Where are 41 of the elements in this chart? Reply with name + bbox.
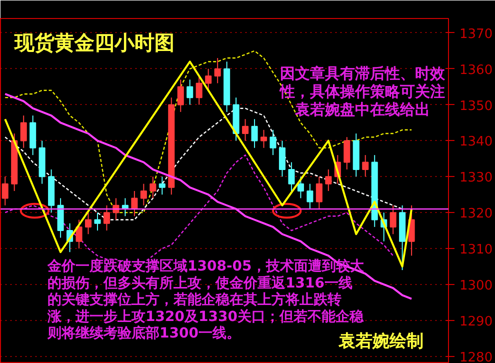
candlestick <box>288 162 295 192</box>
candlestick <box>344 136 350 170</box>
y-tick-label: 1320 <box>460 206 493 222</box>
candlestick <box>76 219 82 249</box>
candlestick <box>242 118 249 142</box>
candlestick <box>140 183 147 206</box>
y-tick-label: 1280 <box>460 350 493 363</box>
candlestick <box>306 183 314 210</box>
candlestick <box>103 204 110 232</box>
candlestick <box>214 58 221 84</box>
candlestick <box>278 140 286 178</box>
candlestick <box>84 212 92 235</box>
candlestick <box>260 129 268 148</box>
y-tick-label: 1340 <box>460 134 493 150</box>
candlestick <box>270 129 276 156</box>
candlestick <box>362 154 369 178</box>
annotation: 袁若婉绘制 <box>338 332 424 352</box>
candlestick <box>2 176 8 206</box>
candlestick <box>20 115 27 148</box>
y-tick-label: 1300 <box>460 278 493 294</box>
text: 现货黄金四小时图 <box>14 30 174 54</box>
candlestick <box>390 204 396 235</box>
y-tick-label: 1310 <box>460 242 493 258</box>
candlestick <box>131 190 138 217</box>
y-tick-label: 1290 <box>460 314 493 330</box>
y-tick-label: 1370 <box>460 26 493 42</box>
annotation: 因文章具有滞后性、时效性，具体操作策略可关注袁若婉盘中在线给出 <box>279 64 446 118</box>
candlestick <box>251 118 258 148</box>
candlestick <box>297 176 304 199</box>
y-tick-label: 1350 <box>460 98 493 114</box>
candlestick <box>94 212 101 232</box>
y-tick-label: 1330 <box>460 170 493 186</box>
candlestick <box>177 79 184 112</box>
candlestick <box>150 176 156 199</box>
candlestick <box>186 79 194 106</box>
y-tick-label: 1360 <box>460 62 493 78</box>
candlestick <box>316 176 322 210</box>
candlestick <box>158 176 166 196</box>
candlestick <box>196 76 202 106</box>
candlestick <box>205 68 212 91</box>
candlestick <box>325 168 332 192</box>
